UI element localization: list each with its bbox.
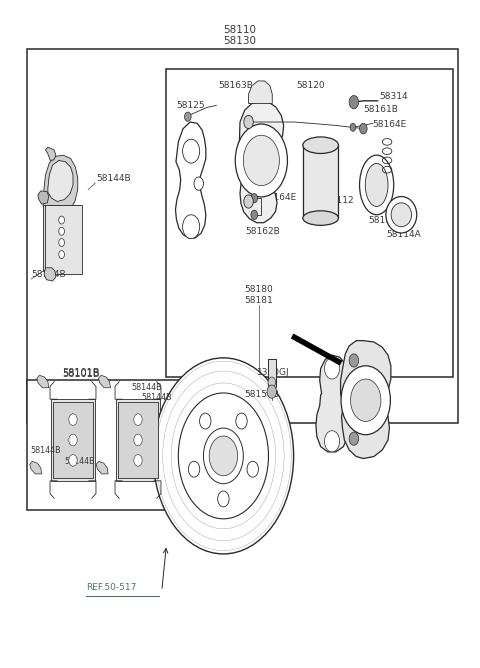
Text: 58180: 58180 bbox=[245, 285, 273, 294]
Polygon shape bbox=[316, 355, 348, 452]
Bar bbox=[167, 69, 454, 377]
Ellipse shape bbox=[303, 137, 338, 154]
Circle shape bbox=[251, 210, 258, 219]
Circle shape bbox=[69, 454, 77, 466]
Circle shape bbox=[349, 354, 359, 367]
Polygon shape bbox=[239, 101, 284, 222]
Text: 58113: 58113 bbox=[368, 216, 397, 224]
Text: 58114A: 58114A bbox=[386, 230, 421, 239]
Circle shape bbox=[349, 432, 359, 446]
Polygon shape bbox=[98, 375, 110, 388]
Text: 58163B: 58163B bbox=[219, 81, 253, 90]
Circle shape bbox=[244, 195, 253, 208]
Circle shape bbox=[350, 124, 356, 132]
Circle shape bbox=[59, 250, 64, 259]
Circle shape bbox=[218, 491, 229, 507]
Circle shape bbox=[59, 238, 64, 246]
Bar bbox=[116, 399, 160, 481]
Circle shape bbox=[204, 428, 243, 484]
Text: REF.50-517: REF.50-517 bbox=[86, 583, 136, 593]
Circle shape bbox=[244, 116, 253, 129]
Text: 58144B: 58144B bbox=[131, 383, 161, 391]
Bar bbox=[43, 205, 80, 271]
Text: 58164E: 58164E bbox=[372, 120, 406, 129]
Polygon shape bbox=[96, 462, 108, 474]
Circle shape bbox=[182, 139, 200, 163]
Text: 58112: 58112 bbox=[325, 196, 354, 205]
Bar bbox=[267, 359, 276, 387]
Bar bbox=[53, 402, 93, 478]
Circle shape bbox=[194, 177, 204, 190]
Polygon shape bbox=[48, 160, 73, 202]
Text: 58110: 58110 bbox=[224, 25, 256, 35]
Text: 58162B: 58162B bbox=[246, 227, 280, 236]
Polygon shape bbox=[38, 191, 49, 204]
Polygon shape bbox=[37, 375, 49, 388]
Text: 58161B: 58161B bbox=[363, 105, 398, 114]
Ellipse shape bbox=[391, 203, 411, 226]
Circle shape bbox=[200, 413, 211, 429]
Text: 58144B: 58144B bbox=[30, 446, 61, 454]
Text: 58181: 58181 bbox=[245, 296, 273, 305]
Circle shape bbox=[69, 434, 77, 446]
Circle shape bbox=[235, 124, 288, 197]
Circle shape bbox=[59, 216, 64, 224]
Text: 58144B: 58144B bbox=[31, 270, 66, 279]
Circle shape bbox=[349, 96, 359, 109]
Circle shape bbox=[184, 112, 191, 122]
Bar bbox=[46, 205, 82, 275]
Bar bbox=[303, 145, 338, 218]
Circle shape bbox=[251, 194, 258, 203]
Text: 58314: 58314 bbox=[379, 92, 408, 101]
Polygon shape bbox=[30, 462, 42, 474]
Ellipse shape bbox=[303, 211, 338, 225]
Bar bbox=[51, 399, 95, 481]
Circle shape bbox=[243, 135, 279, 186]
Text: 58125: 58125 bbox=[176, 101, 204, 110]
Circle shape bbox=[360, 124, 367, 134]
Circle shape bbox=[59, 227, 64, 235]
Text: 58164E: 58164E bbox=[263, 192, 297, 202]
Circle shape bbox=[268, 377, 276, 387]
Circle shape bbox=[134, 454, 142, 466]
Text: 1360GJ: 1360GJ bbox=[257, 368, 289, 377]
Circle shape bbox=[209, 436, 238, 476]
Circle shape bbox=[324, 431, 340, 452]
Bar bbox=[26, 380, 197, 510]
Circle shape bbox=[69, 413, 77, 426]
Circle shape bbox=[134, 413, 142, 426]
Text: 58120: 58120 bbox=[296, 81, 324, 90]
Circle shape bbox=[267, 385, 276, 398]
Text: 58144B: 58144B bbox=[64, 458, 95, 466]
Text: 58144B: 58144B bbox=[142, 393, 172, 402]
Circle shape bbox=[134, 434, 142, 446]
Circle shape bbox=[188, 461, 200, 477]
Circle shape bbox=[247, 461, 258, 477]
Polygon shape bbox=[43, 155, 78, 214]
Circle shape bbox=[324, 358, 340, 379]
Text: 58101B: 58101B bbox=[62, 369, 100, 379]
Bar bbox=[26, 49, 458, 424]
Circle shape bbox=[236, 413, 247, 429]
Circle shape bbox=[341, 366, 390, 435]
Ellipse shape bbox=[386, 196, 417, 233]
Ellipse shape bbox=[365, 164, 388, 206]
Circle shape bbox=[179, 393, 268, 519]
Polygon shape bbox=[249, 81, 272, 104]
Polygon shape bbox=[44, 268, 56, 281]
Circle shape bbox=[350, 379, 381, 422]
Bar bbox=[118, 402, 158, 478]
Text: 58130: 58130 bbox=[224, 37, 256, 47]
Text: 58144B: 58144B bbox=[96, 174, 132, 183]
Text: 58101B: 58101B bbox=[62, 367, 100, 377]
Circle shape bbox=[182, 214, 200, 238]
Ellipse shape bbox=[360, 155, 394, 214]
Polygon shape bbox=[341, 341, 391, 458]
Polygon shape bbox=[46, 147, 56, 160]
Circle shape bbox=[153, 358, 294, 554]
Text: 58151B: 58151B bbox=[245, 390, 280, 399]
